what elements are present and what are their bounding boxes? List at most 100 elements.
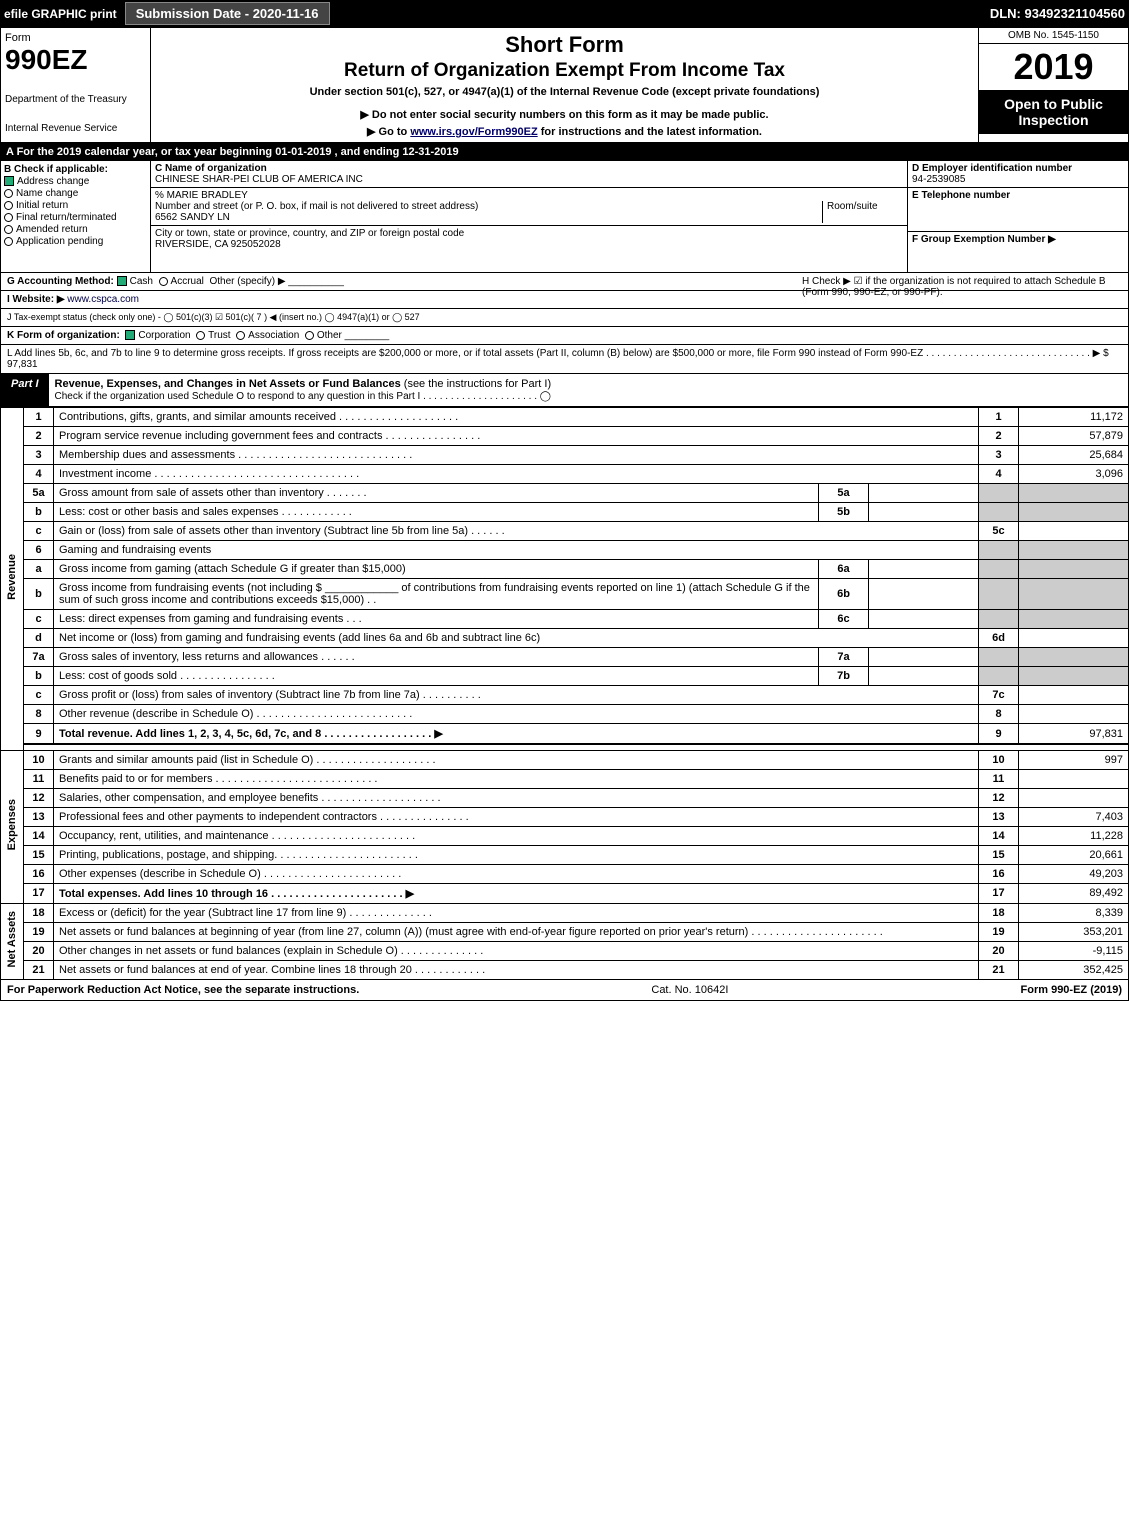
chk-name-change[interactable]: Name change: [4, 188, 147, 199]
l9-num: 9: [24, 724, 54, 745]
l7b-num: b: [24, 667, 54, 686]
ein-row: D Employer identification number 94-2539…: [908, 161, 1128, 188]
l3-text: Membership dues and assessments . . . . …: [54, 446, 979, 465]
l18-box: 18: [979, 903, 1019, 922]
l16-text: Other expenses (describe in Schedule O) …: [54, 864, 979, 883]
irs-link[interactable]: www.irs.gov/Form990EZ: [410, 126, 537, 138]
group-label: F Group Exemption Number ▶: [912, 234, 1056, 245]
l15-val: 20,661: [1019, 845, 1129, 864]
l13-box: 13: [979, 807, 1019, 826]
l2-box: 2: [979, 427, 1019, 446]
page-footer: For Paperwork Reduction Act Notice, see …: [0, 980, 1129, 1001]
l21-text: Net assets or fund balances at end of ye…: [54, 960, 979, 979]
l6c-text: Less: direct expenses from gaming and fu…: [54, 610, 819, 629]
l19-val: 353,201: [1019, 922, 1129, 941]
l6-num: 6: [24, 541, 54, 560]
chk-amended[interactable]: Amended return: [4, 224, 147, 235]
submission-date-button[interactable]: Submission Date - 2020-11-16: [125, 2, 330, 25]
l3-box: 3: [979, 446, 1019, 465]
box-b: B Check if applicable: Address change Na…: [1, 161, 151, 272]
l5b-gval: [1019, 503, 1129, 522]
subtitle-goto: ▶ Go to www.irs.gov/Form990EZ for instru…: [157, 125, 972, 138]
street-val: 6562 SANDY LN: [155, 212, 230, 223]
l18-val: 8,339: [1019, 903, 1129, 922]
l7c-box: 7c: [979, 686, 1019, 705]
line-l-text: L Add lines 5b, 6c, and 7b to line 9 to …: [7, 348, 1109, 359]
l5b-text: Less: cost or other basis and sales expe…: [54, 503, 819, 522]
l6a-sv: [869, 560, 979, 579]
period-bar: A For the 2019 calendar year, or tax yea…: [0, 143, 1129, 161]
l5c-num: c: [24, 522, 54, 541]
dept-irs: Internal Revenue Service: [5, 123, 146, 134]
l5c-val: [1019, 522, 1129, 541]
chk-app-pending[interactable]: Application pending: [4, 236, 147, 247]
side-expenses: Expenses: [1, 750, 24, 903]
website-link[interactable]: www.cspca.com: [67, 294, 139, 305]
l9-text: Total revenue. Add lines 1, 2, 3, 4, 5c,…: [54, 724, 979, 745]
part1-sub: (see the instructions for Part I): [401, 378, 551, 390]
other-specify: Other (specify) ▶: [209, 276, 285, 287]
l1-text: Contributions, gifts, grants, and simila…: [54, 408, 979, 427]
l16-num: 16: [24, 864, 54, 883]
l5b-sub: 5b: [819, 503, 869, 522]
l12-val: [1019, 788, 1129, 807]
care-of: % MARIE BRADLEY: [155, 190, 248, 201]
l17-text: Total expenses. Add lines 10 through 16 …: [54, 883, 979, 903]
l8-val: [1019, 705, 1129, 724]
chk-address-change[interactable]: Address change: [4, 176, 147, 187]
line-l-val: 97,831: [7, 359, 38, 370]
l6d-text: Net income or (loss) from gaming and fun…: [54, 629, 979, 648]
l7a-num: 7a: [24, 648, 54, 667]
l5a-num: 5a: [24, 484, 54, 503]
street-label: Number and street (or P. O. box, if mail…: [155, 201, 478, 212]
l5c-box: 5c: [979, 522, 1019, 541]
box-b-title: B Check if applicable:: [4, 164, 108, 175]
l13-text: Professional fees and other payments to …: [54, 807, 979, 826]
efile-label: efile GRAPHIC print: [4, 7, 117, 21]
dept-treasury: Department of the Treasury: [5, 94, 146, 105]
l13-val: 7,403: [1019, 807, 1129, 826]
ein-val: 94-2539085: [912, 174, 965, 185]
header-right: OMB No. 1545-1150 2019 Open to Public In…: [978, 28, 1128, 142]
l3-val: 25,684: [1019, 446, 1129, 465]
chk-final-return[interactable]: Final return/terminated: [4, 212, 147, 223]
l20-num: 20: [24, 941, 54, 960]
l5b-gbox: [979, 503, 1019, 522]
phone-label: E Telephone number: [912, 190, 1010, 201]
l17-box: 17: [979, 883, 1019, 903]
accounting-label: G Accounting Method:: [7, 276, 114, 287]
l7c-num: c: [24, 686, 54, 705]
chk-trust[interactable]: [196, 331, 205, 340]
ein-label: D Employer identification number: [912, 163, 1072, 174]
l13-num: 13: [24, 807, 54, 826]
l6b-sub: 6b: [819, 579, 869, 610]
chk-assoc[interactable]: [236, 331, 245, 340]
chk-accrual[interactable]: [159, 277, 168, 286]
box-c: C Name of organization CHINESE SHAR-PEI …: [151, 161, 908, 272]
subtitle-section: Under section 501(c), 527, or 4947(a)(1)…: [157, 86, 972, 98]
l5b-sv: [869, 503, 979, 522]
l7c-val: [1019, 686, 1129, 705]
l17-val: 89,492: [1019, 883, 1129, 903]
chk-corp[interactable]: [125, 330, 135, 340]
chk-other[interactable]: [305, 331, 314, 340]
part1-desc: Revenue, Expenses, and Changes in Net As…: [49, 374, 1128, 406]
l20-text: Other changes in net assets or fund bala…: [54, 941, 979, 960]
l5a-sub: 5a: [819, 484, 869, 503]
l21-val: 352,425: [1019, 960, 1129, 979]
tax-year: 2019: [979, 44, 1128, 90]
l19-box: 19: [979, 922, 1019, 941]
l5b-num: b: [24, 503, 54, 522]
goto-post: for instructions and the latest informat…: [538, 126, 762, 138]
l18-text: Excess or (deficit) for the year (Subtra…: [54, 903, 979, 922]
chk-cash[interactable]: [117, 276, 127, 286]
l5c-text: Gain or (loss) from sale of assets other…: [54, 522, 979, 541]
row-i: I Website: ▶ www.cspca.com: [0, 291, 1129, 309]
l16-val: 49,203: [1019, 864, 1129, 883]
top-bar: efile GRAPHIC print Submission Date - 20…: [0, 0, 1129, 27]
org-name-label: C Name of organization: [155, 163, 267, 174]
l14-box: 14: [979, 826, 1019, 845]
l8-box: 8: [979, 705, 1019, 724]
l7b-gbox: [979, 667, 1019, 686]
chk-initial-return[interactable]: Initial return: [4, 200, 147, 211]
